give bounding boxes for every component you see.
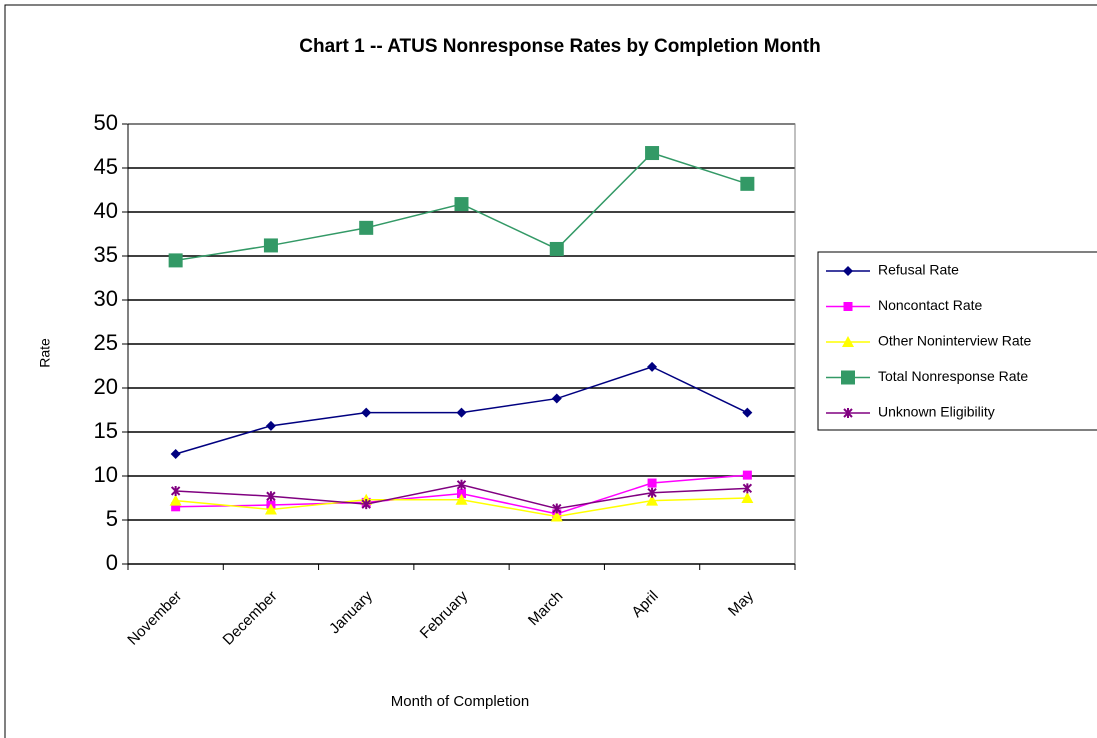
marker bbox=[359, 220, 374, 235]
marker bbox=[169, 494, 182, 506]
legend-box bbox=[817, 251, 1097, 431]
marker bbox=[742, 483, 753, 494]
y-tick-label: 20 bbox=[94, 374, 118, 399]
marker bbox=[171, 502, 181, 512]
marker bbox=[168, 253, 183, 268]
marker bbox=[740, 176, 755, 191]
chart-title: Chart 1 -- ATUS Nonresponse Rates by Com… bbox=[299, 36, 820, 57]
y-tick-label: 45 bbox=[94, 154, 118, 179]
marker bbox=[455, 493, 468, 505]
legend-label: Refusal Rate bbox=[878, 262, 959, 278]
marker bbox=[646, 494, 659, 506]
marker bbox=[170, 485, 181, 496]
marker bbox=[456, 479, 467, 490]
y-tick-label: 10 bbox=[94, 462, 118, 487]
y-tick-label: 40 bbox=[94, 198, 118, 223]
marker bbox=[550, 510, 563, 522]
marker bbox=[843, 266, 853, 276]
marker bbox=[549, 241, 564, 256]
y-tick-label: 0 bbox=[106, 550, 118, 575]
marker bbox=[551, 393, 562, 404]
y-tick-label: 25 bbox=[94, 330, 118, 355]
y-axis-label: Rate bbox=[37, 338, 53, 368]
y-tick-label: 50 bbox=[94, 110, 118, 135]
marker bbox=[842, 336, 854, 347]
marker bbox=[265, 420, 276, 431]
marker bbox=[361, 499, 371, 510]
y-tick-label: 30 bbox=[94, 286, 118, 311]
marker bbox=[645, 146, 660, 161]
marker bbox=[841, 370, 855, 385]
marker bbox=[456, 407, 467, 418]
marker bbox=[361, 407, 372, 418]
legend-label: Other Noninterview Rate bbox=[878, 333, 1032, 349]
marker bbox=[742, 470, 752, 480]
marker bbox=[552, 503, 562, 514]
legend-label: Total Nonresponse Rate bbox=[878, 368, 1028, 384]
marker bbox=[647, 487, 657, 498]
marker bbox=[170, 449, 181, 459]
marker bbox=[647, 478, 657, 488]
marker bbox=[843, 408, 853, 418]
marker bbox=[263, 238, 278, 253]
marker bbox=[266, 491, 276, 502]
y-tick-label: 15 bbox=[94, 418, 118, 443]
legend-label: Noncontact Rate bbox=[878, 297, 982, 313]
marker bbox=[647, 361, 658, 372]
marker bbox=[457, 489, 466, 499]
x-axis-label: Month of Completion bbox=[391, 693, 529, 710]
marker bbox=[741, 492, 754, 503]
marker bbox=[454, 197, 469, 212]
y-tick-label: 5 bbox=[106, 506, 118, 531]
legend-label: Unknown Eligibility bbox=[878, 404, 995, 420]
marker bbox=[742, 407, 753, 418]
y-tick-label: 35 bbox=[94, 242, 118, 267]
marker bbox=[264, 503, 277, 515]
marker bbox=[843, 302, 853, 311]
